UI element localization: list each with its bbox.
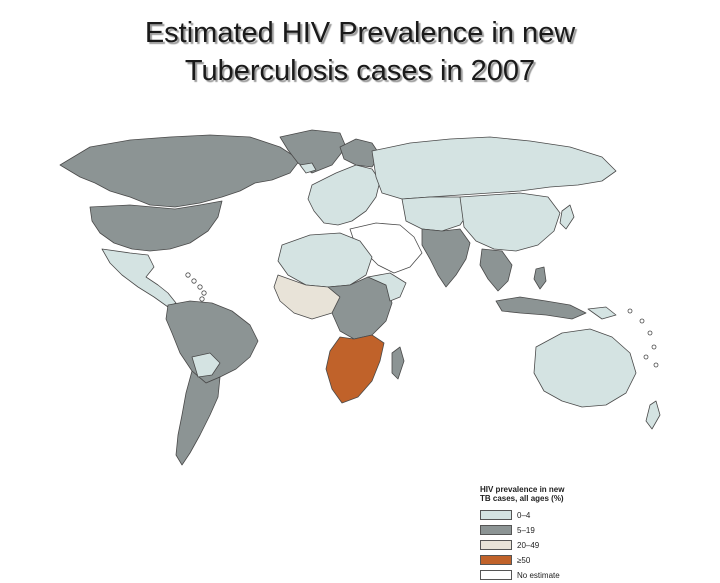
pacific-islands	[627, 308, 659, 368]
region-png	[587, 306, 617, 320]
legend-swatch	[480, 555, 512, 565]
title-line-2: Tuberculosis cases in 2007	[184, 55, 536, 87]
region-horn-of-africa	[367, 272, 407, 302]
region-south-america-south	[175, 370, 221, 466]
legend-items: 0–4 5–19 20–49 ≥50 No estimate	[480, 508, 590, 582]
legend-swatch	[480, 525, 512, 535]
legend-item: 5–19	[480, 523, 590, 537]
legend-label: ≥50	[517, 555, 531, 565]
legend-item: ≥50	[480, 553, 590, 567]
world-map-svg	[59, 129, 661, 466]
region-south-asia	[421, 228, 471, 288]
legend-label: 20–49	[517, 540, 540, 550]
region-indonesia	[495, 296, 587, 320]
legend-label: 0–4	[517, 510, 531, 520]
legend-title-line-2: TB cases, all ages (%)	[480, 494, 564, 503]
title-line-1: Estimated HIV Prevalence in new	[144, 17, 576, 49]
region-japan	[559, 204, 575, 230]
region-central-asia	[401, 196, 471, 232]
legend-swatch	[480, 510, 512, 520]
region-central-africa	[327, 276, 393, 340]
region-china	[459, 192, 561, 252]
legend-title: HIV prevalence in new TB cases, all ages…	[480, 485, 590, 503]
region-north-america-north	[59, 134, 301, 208]
region-greenland	[279, 129, 347, 174]
legend-title-line-1: HIV prevalence in new	[480, 485, 565, 494]
legend-label: 5–19	[517, 525, 535, 535]
region-new-zealand	[645, 400, 661, 430]
map-legend: HIV prevalence in new TB cases, all ages…	[480, 485, 590, 583]
legend-item: 0–4	[480, 508, 590, 522]
region-south-america-north	[165, 300, 259, 384]
region-europe	[307, 164, 381, 226]
region-usa	[89, 200, 223, 252]
region-australia	[533, 328, 637, 408]
region-southern-africa	[325, 334, 385, 404]
world-map: HIV prevalence in new TB cases, all ages…	[50, 125, 670, 580]
region-west-africa	[273, 274, 341, 320]
legend-item: 20–49	[480, 538, 590, 552]
region-bolivia	[191, 352, 221, 378]
legend-swatch	[480, 570, 512, 580]
region-southeast-asia	[479, 248, 513, 292]
region-iceland	[299, 162, 317, 174]
slide-title: Estimated HIV Prevalence in new Tubercul…	[0, 14, 720, 90]
legend-label: No estimate	[517, 570, 560, 580]
region-philippines	[533, 266, 547, 290]
region-madagascar	[391, 346, 405, 380]
region-mexico	[101, 248, 177, 308]
region-north-africa	[277, 232, 373, 288]
region-russia	[371, 136, 617, 200]
legend-swatch	[480, 540, 512, 550]
legend-item: No estimate	[480, 568, 590, 582]
